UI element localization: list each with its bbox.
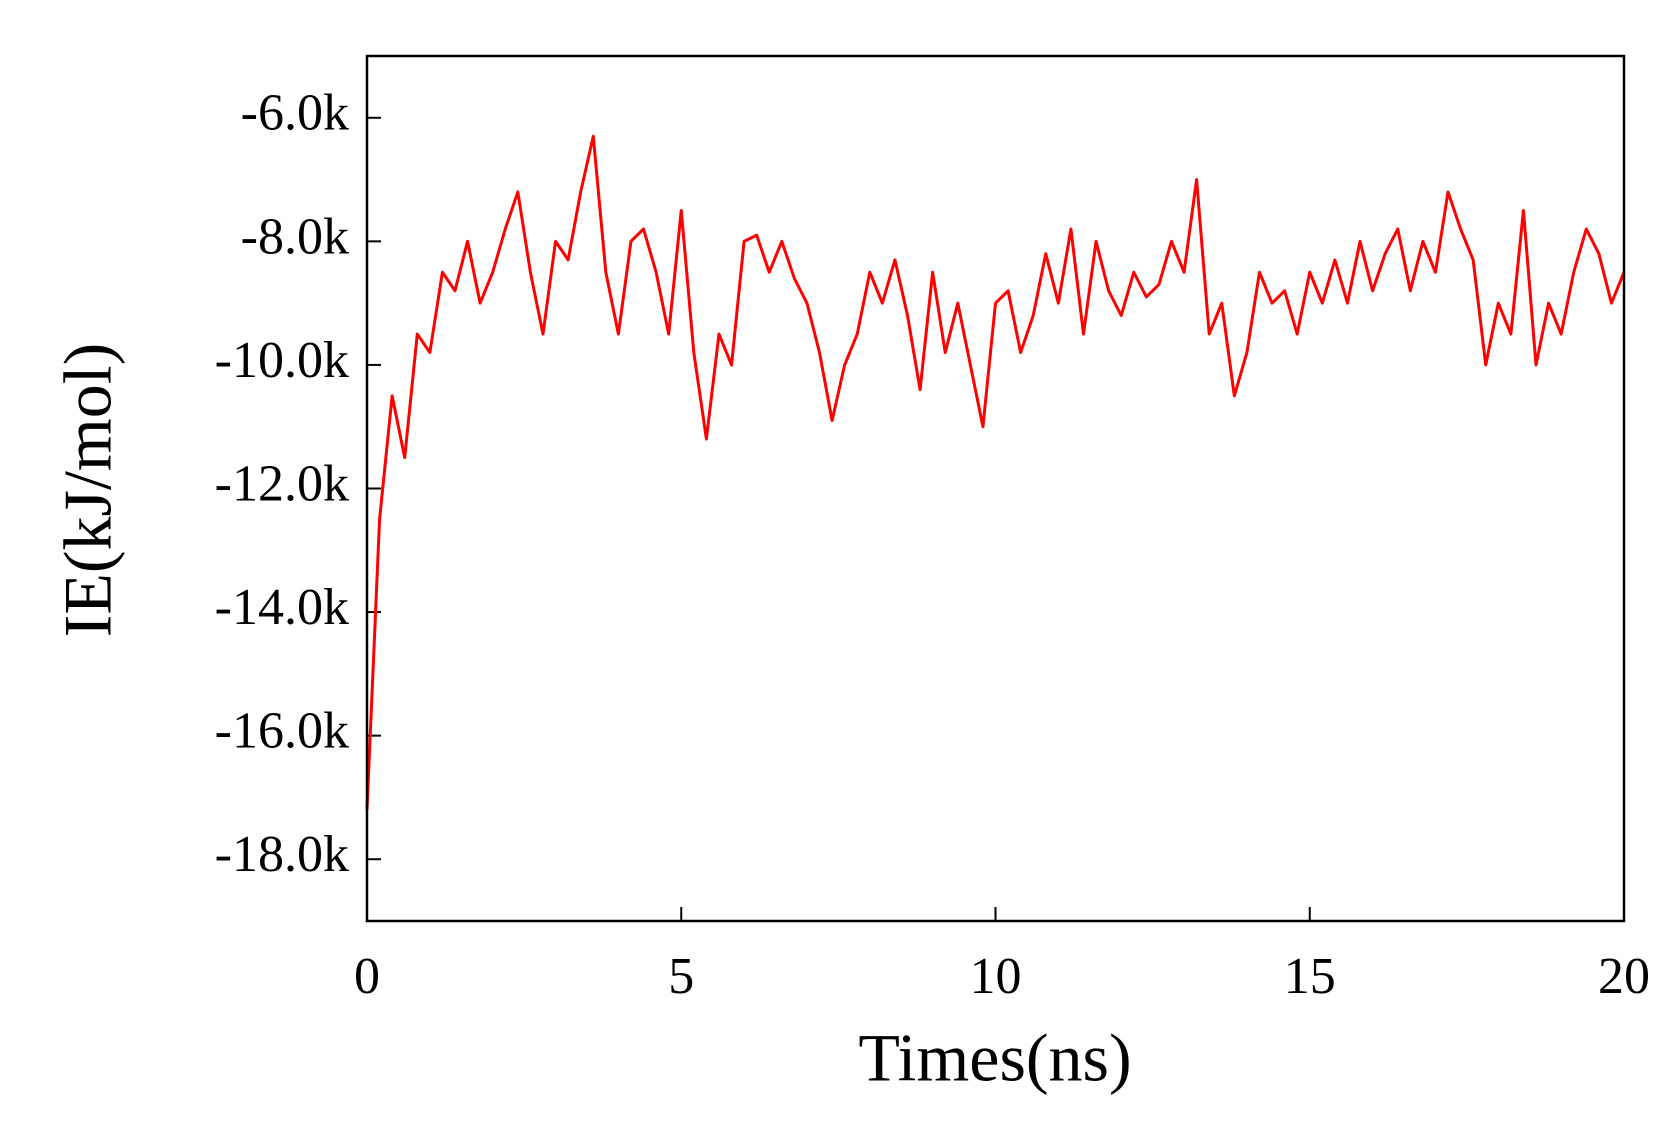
y-tick-label: -14.0k [215,579,349,636]
y-tick-label: -10.0k [215,332,349,389]
data-line [365,134,1626,810]
x-tick-label: 20 [1598,948,1650,1005]
plot-frame [365,54,1626,923]
x-tick-label: 0 [354,948,380,1005]
x-axis-label: Times(ns) [858,1020,1131,1096]
y-tick-label: -6.0k [241,85,349,142]
y-tick-label: -8.0k [241,208,349,265]
y-tick-label: -12.0k [215,455,349,512]
y-tick-label: -16.0k [215,703,349,760]
x-tick-label: 10 [970,948,1022,1005]
y-tick-label: -18.0k [215,826,349,883]
x-tick-label: 15 [1284,948,1336,1005]
x-tick-label: 5 [668,948,694,1005]
y-axis-label: IE(kJ/mol) [50,343,126,638]
